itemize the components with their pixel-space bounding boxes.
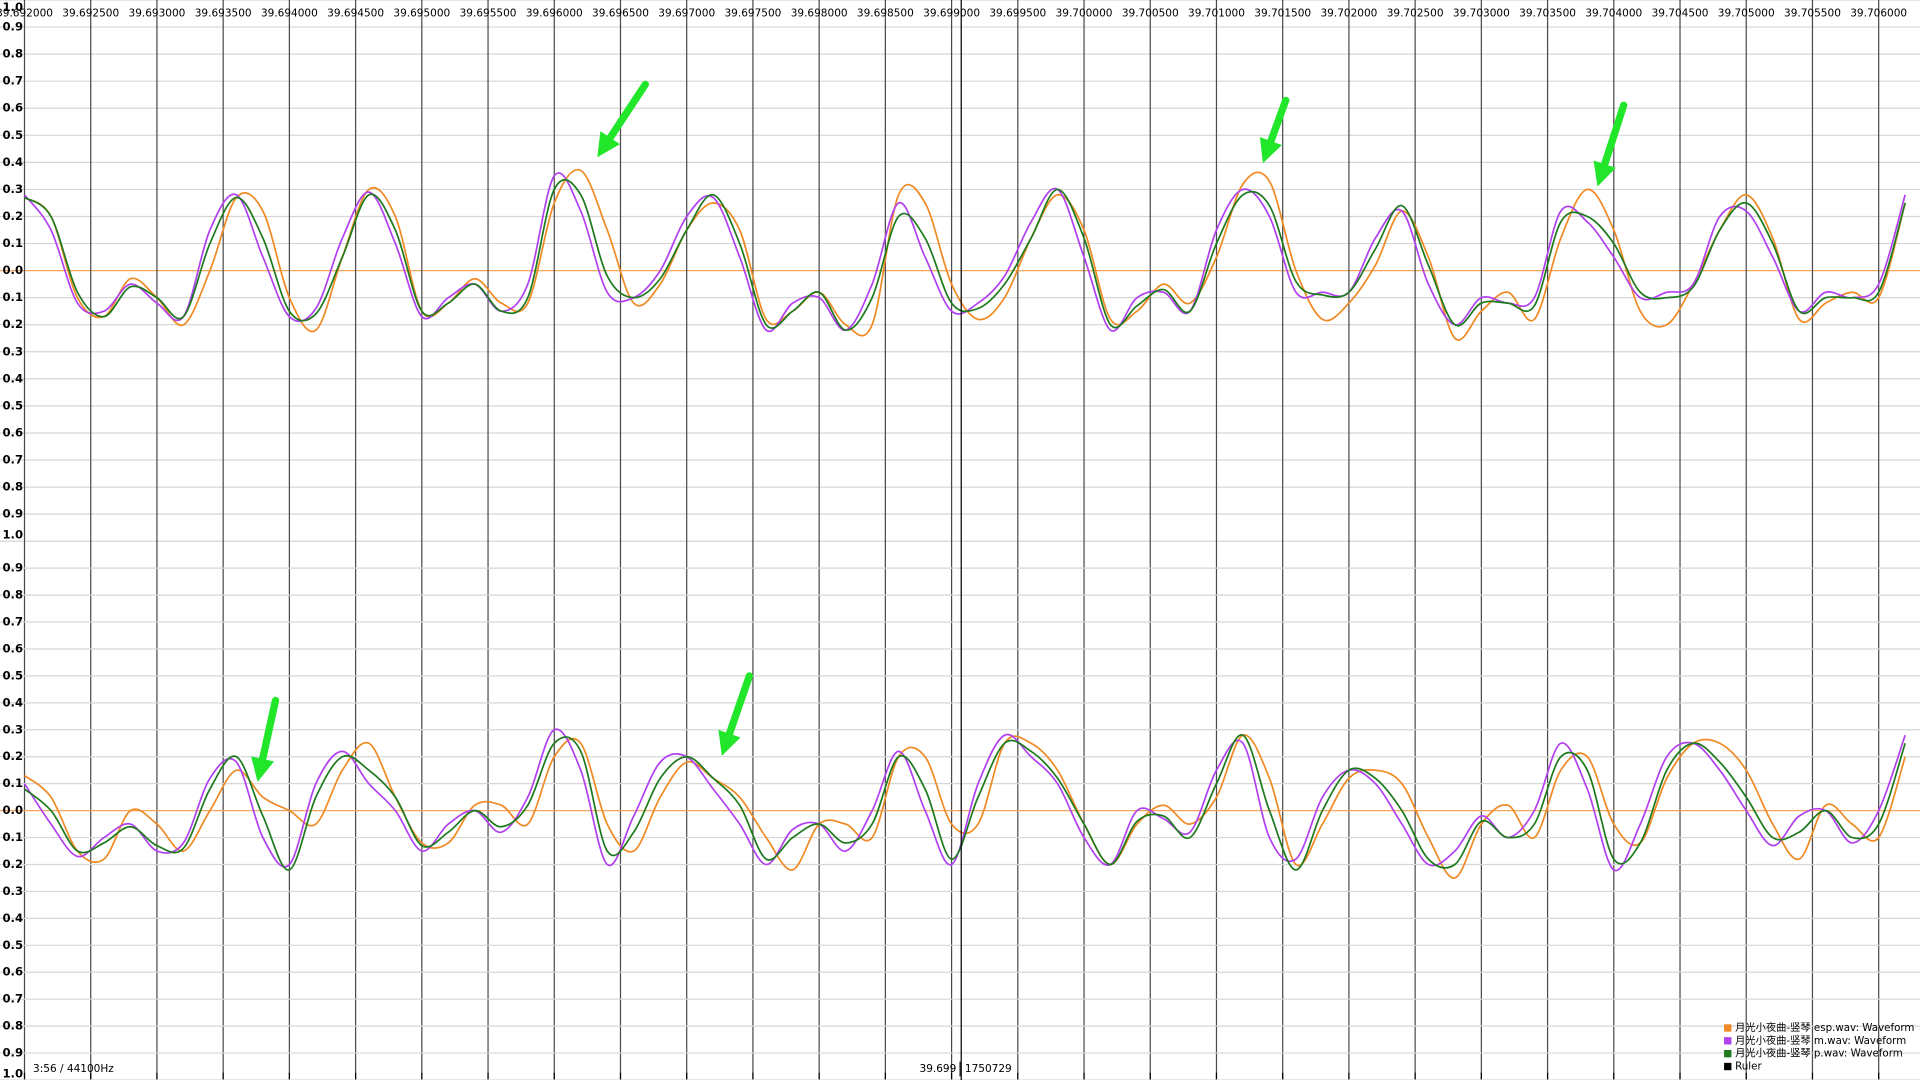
y-tick-label: 0.7 (2, 453, 23, 467)
x-tick-label: 39.693000 (129, 7, 186, 19)
y-tick-label: 0.3 (2, 884, 23, 898)
y-tick-label: 0.3 (2, 344, 23, 358)
x-tick-label: 39.696000 (526, 7, 583, 19)
y-tick-label: 0.8 (2, 480, 23, 494)
y-tick-label: 0.5 (2, 668, 23, 682)
y-tick-label: 1.0 (2, 528, 23, 542)
x-tick-label: 39.701000 (1188, 7, 1245, 19)
y-tick-label: 0.8 (2, 47, 23, 61)
x-tick-label: 39.695500 (460, 7, 517, 19)
y-tick-label: 0.1 (2, 776, 23, 790)
y-tick-label: 0.5 (2, 128, 23, 142)
y-tick-label: 0.7 (2, 615, 23, 629)
x-tick-label: 39.704000 (1585, 7, 1642, 19)
y-tick-label: 0.7 (2, 74, 23, 88)
annotations (251, 80, 1628, 782)
y-tick-label: 0.7 (2, 992, 23, 1006)
y-tick-label: 0.5 (2, 398, 23, 412)
x-tick-label: 39.702000 (1320, 7, 1377, 19)
y-tick-label: 0.9 (2, 507, 23, 521)
x-tick-label: 39.705000 (1718, 7, 1775, 19)
y-tick-label: 0.3 (2, 182, 23, 196)
status-duration: 3:56 / 44100Hz (33, 1063, 114, 1075)
y-tick-label: 0.9 (2, 20, 23, 34)
x-tick-label: 39.696500 (592, 7, 649, 19)
x-tick-label: 39.704500 (1652, 7, 1709, 19)
x-tick-label: 39.698500 (857, 7, 914, 19)
x-tick-label: 39.706000 (1850, 7, 1907, 19)
y-tick-label: 0.4 (2, 371, 23, 385)
y-tick-label: 0.2 (2, 209, 23, 223)
y-tick-label: 0.2 (2, 749, 23, 763)
legend-swatch (1724, 1050, 1732, 1058)
legend-label: 月光小夜曲-竖琴 p.wav: Waveform (1735, 1047, 1903, 1060)
y-tick-label: 0.0 (2, 803, 23, 817)
x-tick-label: 39.692500 (62, 7, 119, 19)
annotation-arrow (718, 672, 754, 756)
y-tick-label: 1.0 (2, 1066, 23, 1080)
x-tick-label: 39.700000 (1056, 7, 1113, 19)
x-tick-label: 39.693500 (195, 7, 252, 19)
y-tick-label: 0.9 (2, 561, 23, 575)
y-tick-label: 0.8 (2, 588, 23, 602)
waveform-line (23, 734, 1906, 871)
x-tick-label: 39.697000 (658, 7, 715, 19)
legend-label: 月光小夜曲-竖琴 esp.wav: Waveform (1735, 1021, 1914, 1034)
legend-swatch (1724, 1037, 1732, 1045)
x-tick-label: 39.702500 (1387, 7, 1444, 19)
x-tick-label: 39.703500 (1519, 7, 1576, 19)
y-tick-label: 0.5 (2, 938, 23, 952)
y-tick-label: 0.6 (2, 641, 23, 655)
x-tick-label: 39.697500 (724, 7, 781, 19)
y-tick-label: 0.4 (2, 695, 23, 709)
x-tick-label: 39.695000 (393, 7, 450, 19)
annotation-arrow (597, 80, 649, 158)
y-tick-label: 0.1 (2, 830, 23, 844)
y-tick-label: 0.6 (2, 965, 23, 979)
y-tick-label: 0.2 (2, 857, 23, 871)
x-tick-label: 39.701500 (1254, 7, 1311, 19)
x-tick-label: 39.699500 (989, 7, 1046, 19)
x-tick-label: 39.705500 (1784, 7, 1841, 19)
waveform-line (24, 178, 1906, 332)
annotation-arrow (1593, 101, 1628, 187)
legend-label: 月光小夜曲-竖琴 m.wav: Waveform (1735, 1034, 1906, 1047)
y-tick-label: 0.9 (2, 1046, 23, 1060)
x-tick-label: 39.700500 (1122, 7, 1179, 19)
y-tick-label: 0.4 (2, 911, 23, 925)
legend-swatch (1724, 1062, 1732, 1071)
x-tick-label: 39.694500 (327, 7, 384, 19)
x-tick-label: 39.694000 (261, 7, 318, 19)
y-tick-label: 0.4 (2, 155, 23, 169)
y-tick-label: 0.0 (2, 263, 23, 277)
plot-layer (23, 168, 1906, 879)
y-tick-label: 0.6 (2, 425, 23, 439)
y-tick-label: 0.6 (2, 101, 23, 115)
x-tick-label: 39.699000 (923, 7, 980, 19)
y-tick-label: 0.3 (2, 722, 23, 736)
annotation-arrow (251, 696, 280, 782)
y-tick-label: 0.8 (2, 1019, 23, 1033)
x-tick-label: 39.698000 (791, 7, 848, 19)
status-frame: 1750729 (965, 1063, 1012, 1075)
annotation-arrow (1259, 96, 1290, 164)
x-tick-label: 39.692000 (0, 7, 53, 19)
y-tick-label: 0.1 (2, 290, 23, 304)
waveform-line (23, 734, 1906, 879)
y-tick-label: 0.2 (2, 317, 23, 331)
legend-label: Ruler (1735, 1061, 1762, 1073)
y-tick-label: 1.0 (2, 0, 23, 14)
legend-swatch (1724, 1024, 1732, 1032)
x-tick-label: 39.703000 (1453, 7, 1510, 19)
y-tick-label: 0.1 (2, 236, 23, 250)
waveform-line (23, 728, 1906, 872)
waveform-line (23, 172, 1906, 333)
status-position: 39.699 (920, 1063, 957, 1075)
